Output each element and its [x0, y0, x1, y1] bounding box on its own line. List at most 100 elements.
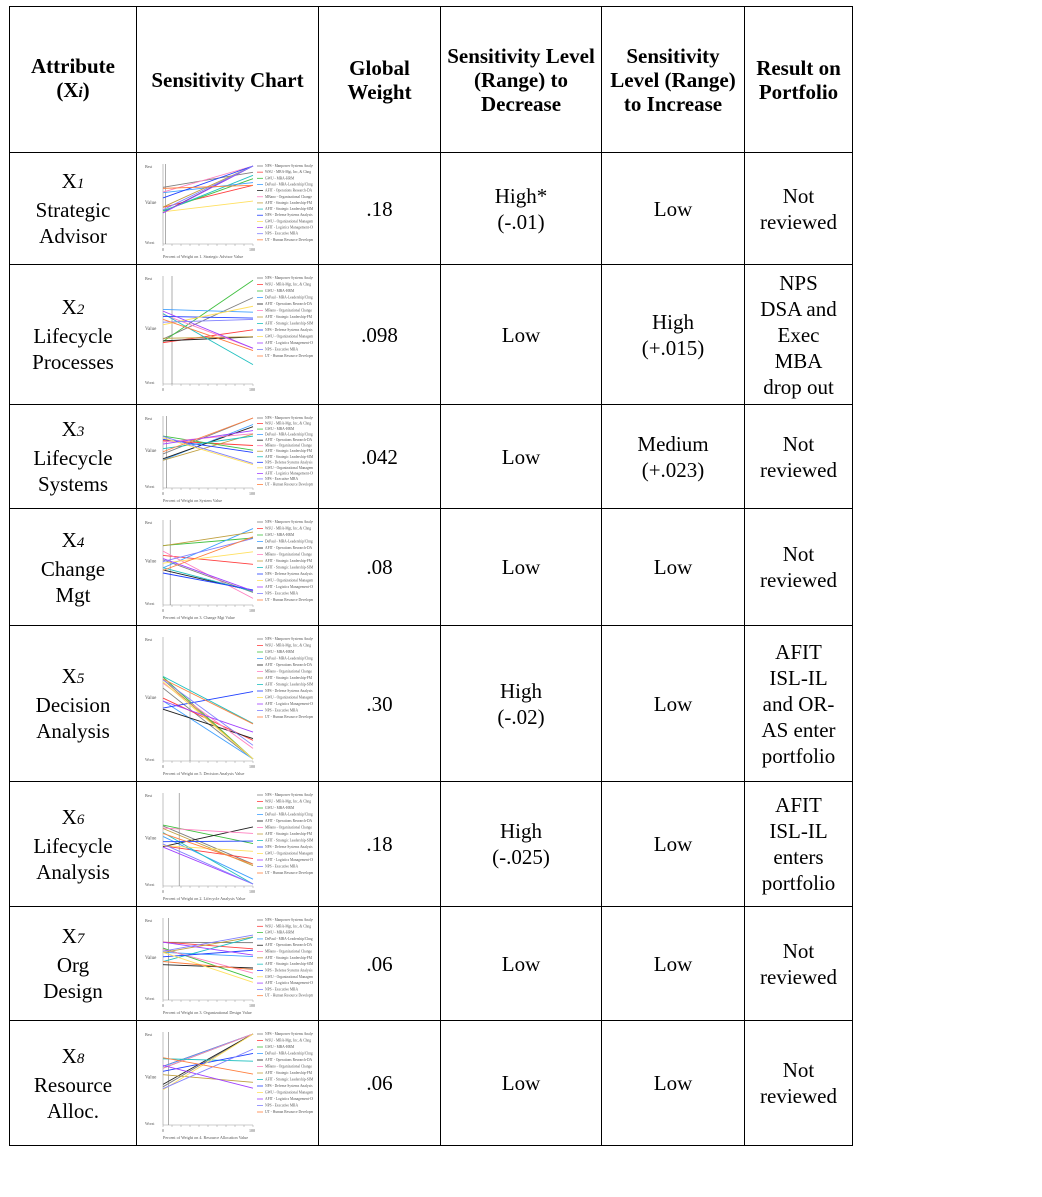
chart-series-line [162, 535, 253, 571]
sensitivity-increase: Low [601, 781, 745, 907]
portfolio-result-line: MBA [774, 348, 823, 373]
attribute-symbol-letter: X [61, 417, 77, 441]
header-attribute-label: Attribute [31, 54, 115, 78]
sensitivity-increase-line: (+.023) [641, 457, 705, 482]
attribute-symbol-letter: X [61, 527, 77, 552]
global-weight-value: .30 [366, 691, 393, 716]
chart-legend-label: GWU - MBA-HRM [265, 1045, 295, 1049]
chart-series-line [162, 825, 253, 864]
attribute-name: Lifecycle [33, 446, 113, 470]
chart-legend-label: NPS - Executive MBA [265, 708, 298, 712]
sensitivity-increase: Low [601, 625, 745, 782]
header-chart: Sensitivity Chart [136, 6, 319, 153]
chart-series-line [162, 437, 253, 465]
chart-series-line [162, 963, 253, 968]
table-row: X5 Decision Analysis Best Value Worst 0 100 NPS … [9, 625, 853, 782]
chart-value-label: Value [145, 696, 157, 701]
chart-legend-label: AFIT - Strategic Leadership-SIM [265, 321, 313, 325]
portfolio-result-line: ISL-IL [769, 665, 828, 690]
portfolio-result: Not reviewed [744, 152, 853, 265]
chart-x0-label: 0 [162, 247, 164, 252]
chart-legend-label: WSU - MBA-Mgt, Inc, & Chng [265, 282, 311, 287]
chart-legend-label: MBano - Organizational Change Mgt [265, 825, 313, 829]
chart-legend-label: NPS - Manpower Systems Analysis [265, 276, 313, 280]
chart-series-line [162, 572, 253, 590]
chart-x0-label: 0 [162, 889, 164, 894]
chart-legend-label: UT - Human Resource Development [265, 237, 313, 241]
sensitivity-chart: Best Value Worst 0 100 NPS - Manpower Systems… [145, 519, 313, 620]
attribute-name: Org [56, 953, 90, 977]
chart-legend-label: AFIT - Logistics Management-OM [265, 1097, 313, 1101]
chart-legend-label: AFIT - Operations Research-DA [265, 546, 313, 550]
chart-x-label: Percent of Weight on System Value [163, 498, 222, 503]
sensitivity-chart-cell: Best Value Worst 0 100 NPS - Manpower Systems… [136, 906, 319, 1021]
chart-value-label: Value [145, 201, 157, 206]
chart-legend-label: NPS - Executive MBA [265, 476, 298, 480]
chart-x-label: Percent of Weight on 1. Strategic Adviso… [163, 254, 243, 259]
chart-legend-label: AFIT - Strategic Leadership-FM [265, 955, 313, 959]
sensitivity-decrease: Low [440, 906, 602, 1021]
portfolio-result-line: reviewed [760, 568, 837, 592]
chart-legend-label: AFIT - Strategic Leadership-SIM [265, 962, 313, 966]
sensitivity-decrease-line: Low [501, 444, 541, 469]
chart-legend-label: AFIT - Logistics Management-OM [265, 702, 313, 706]
chart-legend-label: AFIT - Strategic Leadership-SIM [265, 1077, 313, 1081]
chart-best-label: Best [145, 164, 153, 169]
sensitivity-chart: Best Value Worst 0 100 NPS - Manpower Systems… [145, 275, 313, 392]
chart-series-line [162, 310, 253, 349]
chart-series-line [162, 824, 253, 844]
chart-series-line [162, 678, 253, 724]
sensitivity-chart-cell: Best Value Worst 0 100 NPS - Manpower Systems… [136, 625, 319, 782]
global-weight-value: .18 [366, 196, 393, 221]
global-weight-value: .06 [366, 1071, 393, 1095]
chart-legend-label: NPS - Executive MBA [265, 987, 298, 991]
sensitivity-decrease-line: Low [501, 555, 541, 579]
sensitivity-increase-line: Low [653, 196, 693, 221]
chart-best-label: Best [145, 793, 153, 798]
chart-legend-label: AFIT - Operations Research-DA [265, 438, 313, 442]
chart-best-label: Best [145, 637, 153, 642]
attribute-symbol-letter: X [61, 804, 77, 829]
sensitivity-chart-cell: Best Value Worst 0 100 NPS - Manpower Systems… [136, 404, 319, 509]
chart-series-line [162, 827, 253, 834]
chart-legend-label: AFIT - Logistics Management-OM [265, 341, 313, 345]
attribute-cell: X7 Org Design [9, 906, 137, 1021]
attribute-cell: X6 Lifecycle Analysis [9, 781, 137, 907]
sensitivity-decrease: Low [440, 264, 602, 405]
portfolio-result-line: portfolio [761, 871, 836, 895]
portfolio-result: Not reviewed [744, 1020, 853, 1146]
chart-legend-label: UT - Human Resource Development [265, 871, 313, 875]
chart-worst-label: Worst [145, 882, 155, 887]
sensitivity-increase: High (+.015) [601, 264, 745, 405]
chart-series-line [162, 1064, 253, 1089]
chart-series-line [162, 1048, 253, 1089]
chart-legend-label: WSU - MBA-Mgt, Inc, & Chng [265, 421, 311, 426]
chart-series-line [162, 171, 253, 188]
chart-legend-label: GWU - Organizational Management [265, 465, 313, 469]
portfolio-result: Not reviewed [744, 404, 853, 509]
sensitivity-increase: Low [601, 906, 745, 1021]
chart-worst-label: Worst [145, 240, 155, 245]
chart-legend-label: AFIT - Strategic Leadership-FM [265, 315, 313, 319]
portfolio-result-line: Not [782, 542, 815, 566]
chart-series-line [162, 941, 253, 949]
chart-series-line [162, 296, 253, 339]
chart-legend-label: AFIT - Strategic Leadership-SIM [265, 838, 313, 842]
attribute-symbol-subscript: 1 [76, 176, 85, 192]
attribute-name: Design [43, 979, 103, 1003]
chart-series-line [162, 941, 253, 955]
attribute-cell: X8 Resource Alloc. [9, 1020, 137, 1146]
chart-series-line [162, 165, 253, 210]
chart-legend-label: DePaul - MBA-Leadership/Chng Mgt [265, 295, 313, 299]
global-weight: .18 [318, 781, 441, 907]
chart-series-line [162, 165, 253, 198]
chart-series-line [162, 843, 253, 884]
chart-series-line [162, 165, 253, 213]
sensitivity-decrease-line: High* [494, 183, 548, 208]
attribute-name: Mgt [55, 582, 91, 607]
chart-legend-label: MBano - Organizational Change Mgt [265, 443, 313, 447]
attribute-symbol: X3 [62, 417, 85, 441]
sensitivity-increase-line: Low [653, 555, 693, 579]
chart-legend-label: AFIT - Strategic Leadership-SIM [265, 682, 313, 686]
chart-worst-label: Worst [145, 757, 155, 762]
